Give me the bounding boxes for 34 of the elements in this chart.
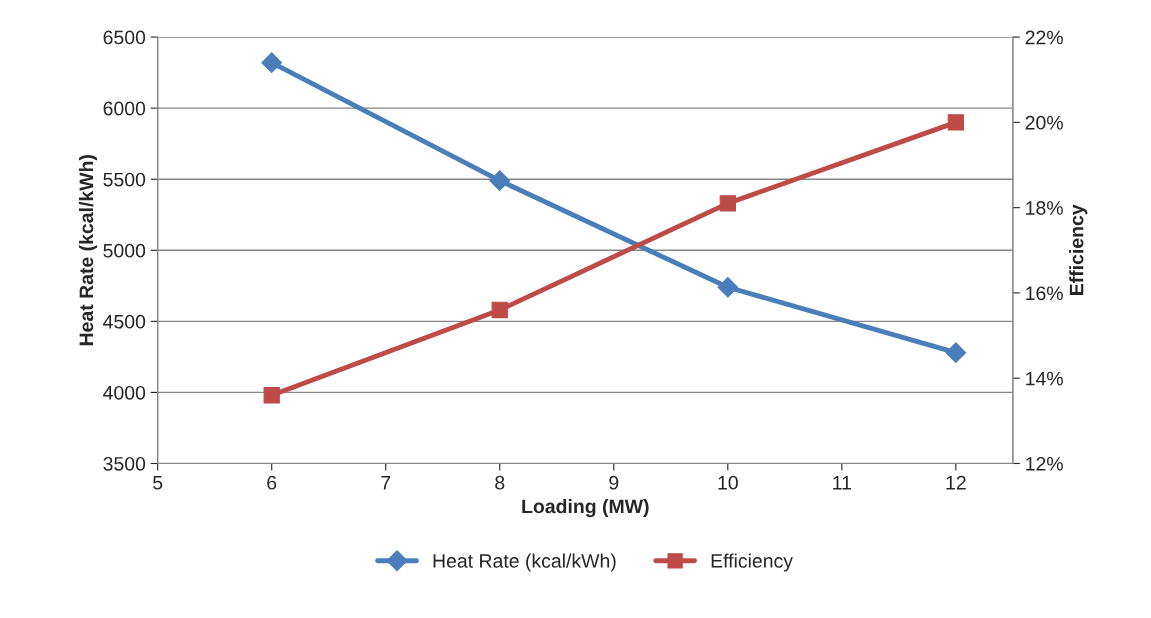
y-axis-title: Heat Rate (kcal/kWh) (78, 155, 98, 346)
y2-tick-label: 12% (1026, 456, 1063, 471)
legend-label: Heat Rate (kcal/kWh) (433, 553, 616, 572)
y2-tick-label: 14% (1026, 371, 1063, 386)
x-tick-label: 12 (946, 475, 966, 490)
x-tick-label: 10 (718, 475, 738, 490)
point (947, 114, 965, 131)
legend-label: Efficiency (711, 553, 793, 572)
y-tick-label: 5000 (103, 243, 146, 258)
y-tick-label: 6000 (103, 101, 146, 116)
x-tick-label: 5 (153, 476, 163, 490)
y-tick-label: 4500 (103, 314, 146, 329)
x-tick-label: 6 (267, 475, 277, 490)
y2-tick-label: 20% (1025, 115, 1063, 130)
y-tick-label: 3500 (103, 456, 146, 471)
y-tick-label: 5500 (103, 172, 146, 187)
y2-axis-title: Efficiency (1069, 204, 1088, 295)
x-tick-label: 9 (609, 475, 619, 490)
y-tick-label: 4000 (103, 385, 146, 400)
point (719, 195, 736, 212)
x-axis-title: Loading (MW) (522, 498, 649, 518)
y2-tick-label: 22% (1025, 30, 1063, 45)
point (945, 342, 967, 363)
x-tick-label: 11 (833, 476, 851, 490)
x-tick-label: 7 (381, 476, 391, 490)
point (261, 52, 283, 74)
x-tick-label: 8 (495, 475, 505, 490)
y2-tick-label: 18% (1026, 201, 1063, 215)
point (263, 387, 280, 404)
point (491, 301, 508, 319)
point (717, 276, 739, 298)
point (489, 170, 511, 191)
y2-tick-label: 16% (1026, 286, 1063, 301)
y-tick-label: 6500 (103, 30, 146, 45)
